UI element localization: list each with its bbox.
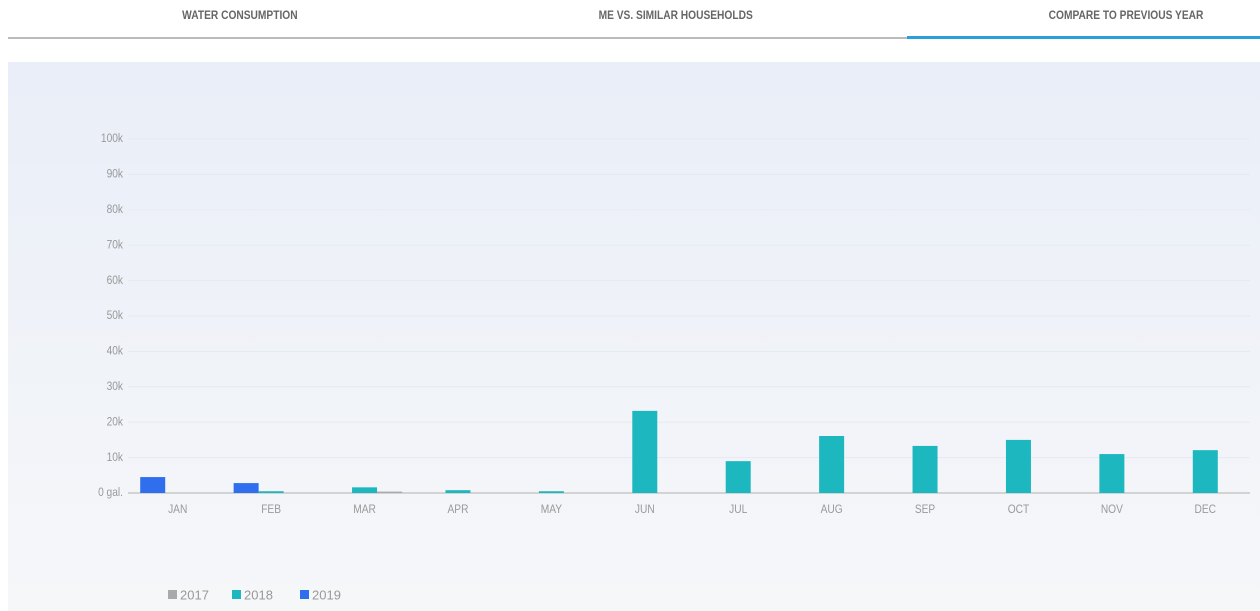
y-tick-label: 80k xyxy=(107,203,124,216)
y-tick-label: 10k xyxy=(107,451,124,464)
x-tick-label: OCT xyxy=(1008,503,1030,516)
y-tick-label: 70k xyxy=(107,239,124,252)
bar xyxy=(632,410,658,493)
legend-swatch xyxy=(168,590,177,599)
bar xyxy=(258,491,284,493)
bar xyxy=(140,477,166,493)
bar xyxy=(1192,450,1218,493)
y-tick-label: 60k xyxy=(107,274,124,287)
bar xyxy=(377,491,403,493)
bar xyxy=(1005,439,1031,493)
legend-swatch xyxy=(300,590,309,599)
x-tick-label: APR xyxy=(447,503,468,516)
x-tick-label: MAR xyxy=(353,503,376,516)
x-tick-label: AUG xyxy=(821,503,843,516)
y-tick-label: 0 gal. xyxy=(98,486,123,499)
y-tick-label: 50k xyxy=(107,309,124,322)
x-tick-label: JUN xyxy=(635,503,655,516)
bar xyxy=(1099,454,1125,493)
x-tick-label: FEB xyxy=(261,503,281,516)
y-tick-label: 30k xyxy=(107,380,124,393)
bar xyxy=(538,491,564,493)
legend-label: 2019 xyxy=(312,587,341,602)
x-tick-label: JUL xyxy=(729,503,747,516)
x-tick-label: SEP xyxy=(915,503,935,516)
bar xyxy=(233,483,259,493)
tab[interactable]: COMPARE TO PREVIOUS YEAR xyxy=(1048,8,1204,22)
bar xyxy=(912,445,938,493)
x-tick-label: NOV xyxy=(1101,503,1124,516)
tab-rule xyxy=(8,37,1260,39)
bar xyxy=(819,436,845,493)
x-tick-label: MAY xyxy=(541,503,563,516)
legend-swatch xyxy=(232,590,241,599)
legend-label: 2018 xyxy=(244,587,273,602)
y-tick-label: 20k xyxy=(107,416,124,429)
tab[interactable]: WATER CONSUMPTION xyxy=(182,8,298,22)
y-tick-label: 90k xyxy=(107,168,124,181)
y-tick-label: 40k xyxy=(107,345,124,358)
x-tick-label: DEC xyxy=(1195,503,1217,516)
bar xyxy=(352,487,378,493)
bar xyxy=(725,461,751,493)
y-tick-label: 100k xyxy=(101,132,123,145)
chart-panel xyxy=(8,62,1260,611)
legend-label: 2017 xyxy=(180,587,209,602)
bar xyxy=(445,490,471,493)
tab[interactable]: ME VS. SIMILAR HOUSEHOLDS xyxy=(598,8,753,22)
x-tick-label: JAN xyxy=(168,503,187,516)
active-tab-indicator xyxy=(907,36,1260,39)
